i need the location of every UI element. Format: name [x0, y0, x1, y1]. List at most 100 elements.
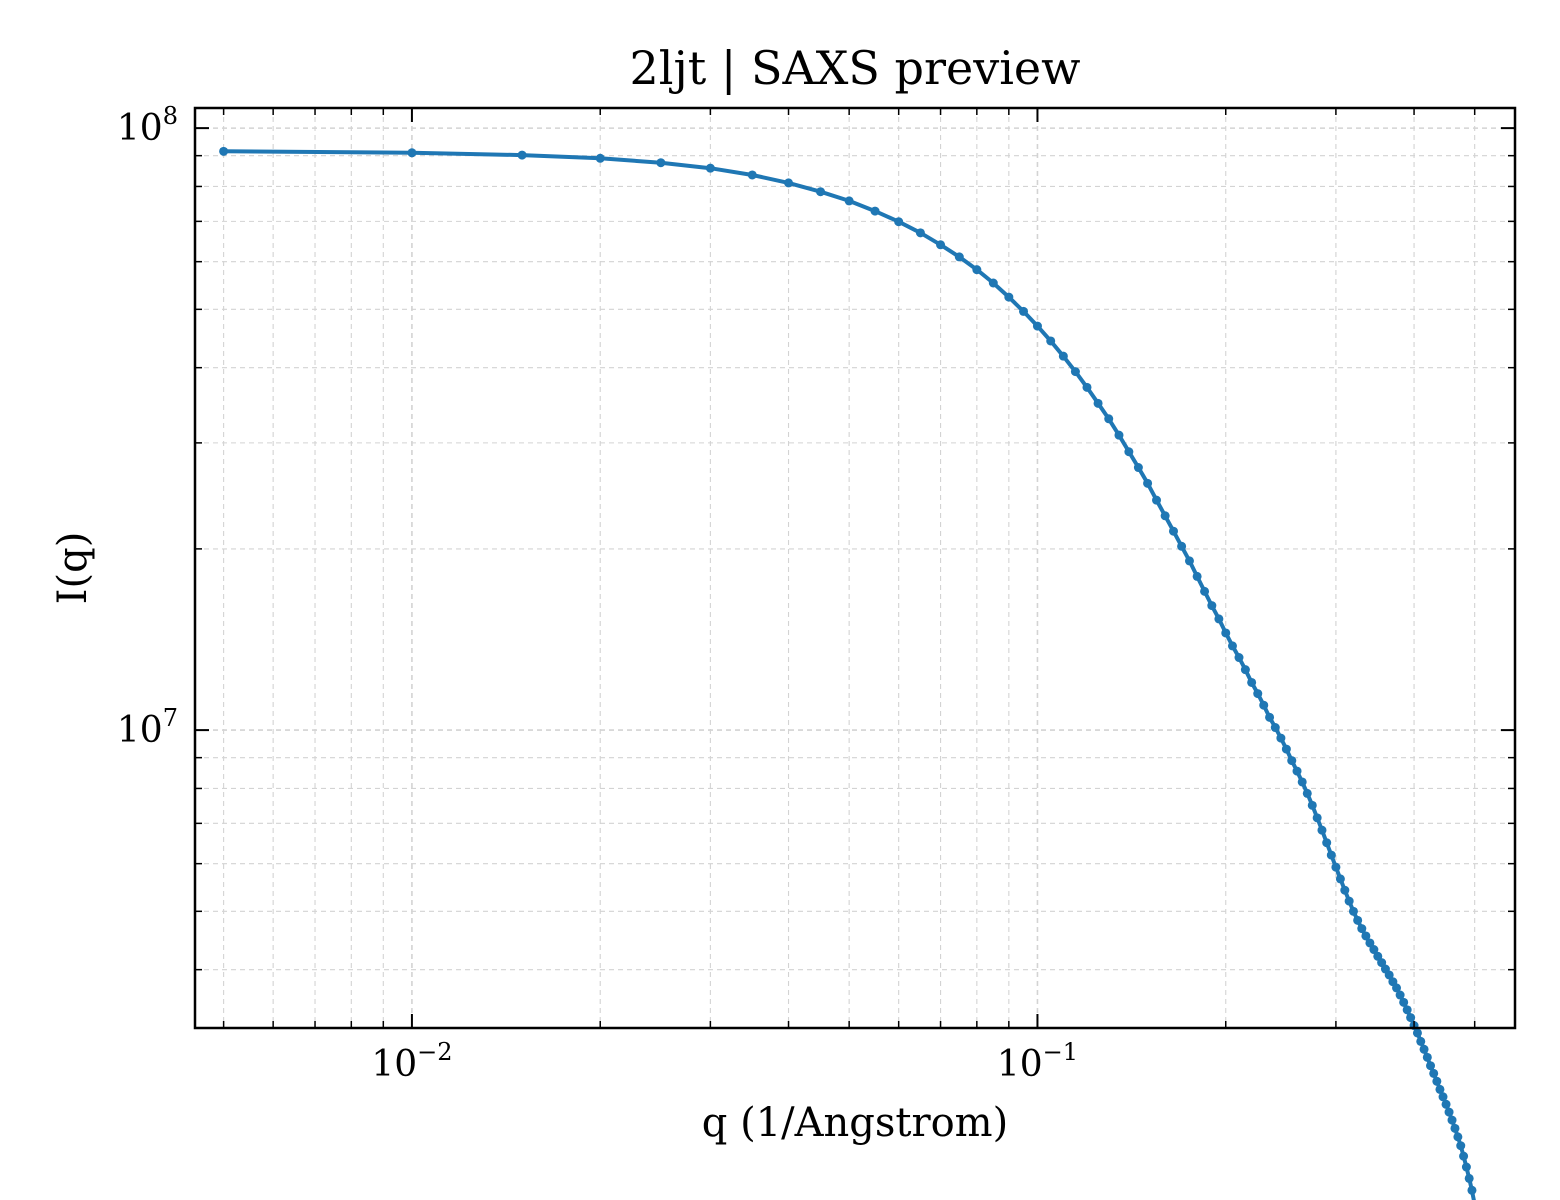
data-point — [870, 206, 880, 216]
data-point — [747, 170, 757, 180]
data-point — [1384, 970, 1394, 980]
data-point — [1450, 1123, 1460, 1133]
data-point — [1114, 430, 1124, 440]
data-point — [1412, 1028, 1422, 1038]
data-point — [1234, 653, 1244, 663]
data-point — [1143, 478, 1153, 488]
y-tick-label: 108 — [117, 102, 178, 149]
data-point — [1326, 850, 1336, 860]
data-point — [1287, 756, 1297, 766]
data-point — [1221, 628, 1231, 638]
data-point — [1369, 945, 1379, 955]
data-point — [1344, 896, 1354, 906]
data-point — [1032, 321, 1042, 331]
data-point — [1240, 665, 1250, 675]
data-point — [1160, 511, 1170, 521]
data-point — [1357, 924, 1367, 934]
data-point — [1253, 689, 1263, 699]
data-point — [1265, 712, 1275, 722]
data-point — [1422, 1052, 1432, 1062]
data-point — [1426, 1061, 1436, 1071]
data-point — [1317, 825, 1327, 835]
data-point — [1192, 571, 1202, 581]
data-point — [1429, 1068, 1439, 1078]
data-point — [1419, 1044, 1429, 1054]
data-point — [1207, 601, 1217, 611]
data-point — [1281, 744, 1291, 754]
data-point — [1124, 447, 1134, 457]
data-point — [1348, 906, 1358, 916]
data-point — [1312, 813, 1322, 823]
data-point — [1058, 351, 1068, 361]
data-point — [1276, 733, 1286, 743]
data-point — [1395, 990, 1405, 1000]
data-point — [1177, 541, 1187, 551]
data-point — [1004, 292, 1014, 302]
data-point — [784, 178, 794, 188]
chart-title: 2ljt | SAXS preview — [629, 41, 1080, 95]
data-point — [219, 146, 229, 156]
data-point — [1247, 677, 1257, 687]
data-point — [1104, 414, 1114, 424]
data-point — [1019, 306, 1029, 316]
data-point — [1365, 938, 1375, 948]
data-point — [844, 196, 854, 206]
data-point — [407, 148, 417, 158]
data-point — [1432, 1076, 1442, 1086]
data-point — [1402, 1005, 1412, 1015]
data-point — [1435, 1084, 1445, 1094]
data-point — [1200, 586, 1210, 596]
data-point — [816, 187, 826, 197]
data-point — [1353, 915, 1363, 925]
data-point — [1461, 1162, 1471, 1172]
data-point — [1046, 336, 1056, 346]
y-tick-label: 107 — [117, 704, 178, 751]
data-point — [1292, 766, 1302, 776]
data-point — [936, 240, 946, 250]
data-point — [1438, 1092, 1448, 1102]
data-point — [1331, 862, 1341, 872]
data-point — [1133, 463, 1143, 473]
data-series — [219, 146, 1477, 1200]
data-point — [517, 150, 527, 160]
data-point — [1297, 777, 1307, 787]
data-point — [1259, 700, 1269, 710]
data-point — [1444, 1107, 1454, 1117]
x-axis-label: q (1/Angstrom) — [702, 1100, 1008, 1146]
y-axis-label: I(q) — [50, 532, 96, 605]
data-point — [1093, 398, 1103, 408]
data-point — [894, 217, 904, 227]
data-point — [1456, 1141, 1466, 1151]
x-tick-label: 10−2 — [371, 1038, 452, 1085]
data-point — [1214, 614, 1224, 624]
data-point — [1447, 1115, 1457, 1125]
data-point — [1307, 800, 1317, 810]
data-point — [1459, 1151, 1469, 1161]
data-point — [1270, 723, 1280, 733]
data-point — [954, 252, 964, 262]
data-point — [1464, 1173, 1474, 1183]
data-point — [1453, 1132, 1463, 1142]
data-point — [1227, 641, 1237, 651]
x-tick-label: 10−1 — [997, 1038, 1078, 1085]
axis-ticks: 10−2 10−1 107 108 — [117, 102, 1515, 1085]
data-point — [1340, 885, 1350, 895]
data-point — [705, 163, 715, 173]
data-point — [988, 278, 998, 288]
data-point — [1399, 997, 1409, 1007]
data-point — [1467, 1185, 1477, 1195]
grid-lines — [195, 108, 1515, 1028]
data-point — [1406, 1013, 1416, 1023]
data-point — [1361, 931, 1371, 941]
data-point — [915, 228, 925, 238]
data-point — [1335, 874, 1345, 884]
data-point — [1441, 1099, 1451, 1109]
data-point — [1184, 556, 1194, 566]
data-point — [1152, 495, 1162, 505]
data-point — [1168, 526, 1178, 536]
data-point — [1392, 983, 1402, 993]
data-point — [656, 158, 666, 168]
data-point — [1070, 367, 1080, 377]
